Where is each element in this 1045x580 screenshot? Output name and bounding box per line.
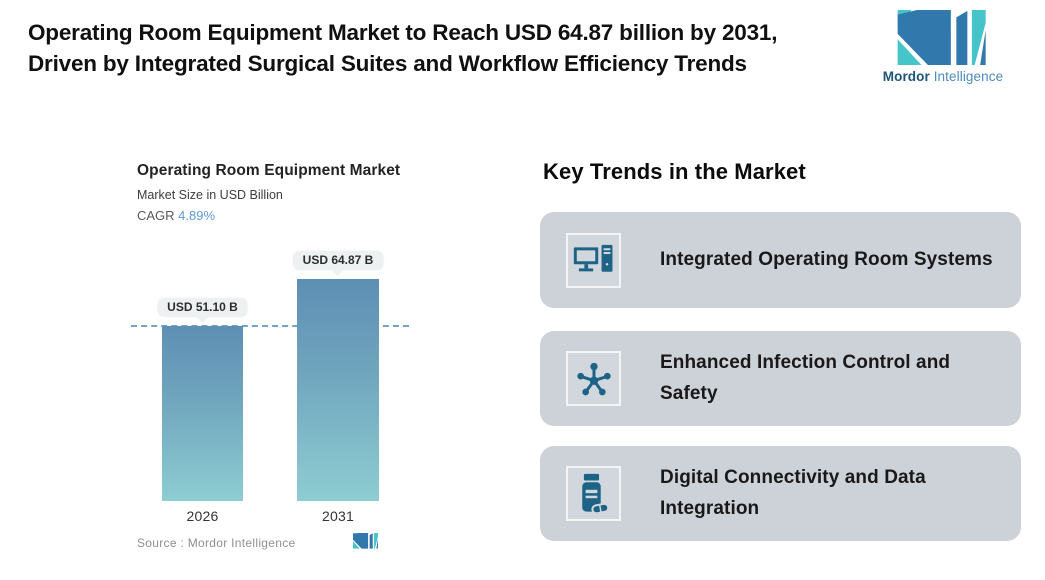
reference-dashline (131, 325, 409, 327)
chart-subtitle: Market Size in USD Billion (137, 188, 283, 202)
trend-icon-box (566, 466, 621, 521)
trend-card-infection-control: Enhanced Infection Control and Safety (540, 331, 1021, 426)
mordor-logo: Mordor Intelligence (868, 10, 1018, 84)
value-label-2026-text: USD 51.10 B (167, 300, 238, 314)
mordor-logo-icon (897, 10, 986, 65)
cagr-label: CAGR (137, 208, 179, 223)
trend-icon-box (566, 351, 621, 406)
tooltip-pointer (196, 317, 209, 323)
page-title: Operating Room Equipment Market to Reach… (28, 20, 778, 76)
value-label-2031-text: USD 64.87 B (302, 253, 374, 267)
trend-card-integrated-or-systems: Integrated Operating Room Systems (540, 212, 1021, 308)
brand-name: Mordor Intelligence (868, 69, 1018, 84)
value-label-2031: USD 64.87 B (292, 251, 384, 276)
trend-label: Integrated Operating Room Systems (660, 248, 993, 270)
chart-title: Operating Room Equipment Market (137, 162, 401, 179)
x-tick-2026: 2026 (186, 508, 219, 524)
cagr-value: 4.89% (178, 208, 216, 223)
bar-2026 (162, 326, 243, 501)
trends-heading: Key Trends in the Market (543, 159, 806, 184)
desktop-computer-icon (573, 244, 612, 272)
bar-2031 (297, 279, 379, 501)
brand-name-bold: Mordor (882, 69, 930, 84)
chart-cagr: CAGR 4.89% (137, 208, 215, 223)
chart-source: Source : Mordor Intelligence (137, 536, 296, 550)
trend-icon-box (566, 232, 621, 288)
trend-label: Enhanced Infection Control and Safety (660, 352, 951, 404)
x-tick-2031: 2031 (322, 508, 354, 524)
mordor-logo-icon-small (353, 533, 378, 549)
brand-name-regular: Intelligence (929, 69, 1004, 84)
molecule-icon (576, 362, 611, 395)
tooltip-pointer (331, 270, 344, 276)
value-label-2026: USD 51.10 B (157, 298, 248, 323)
trend-label: Digital Connectivity and Data Integratio… (660, 467, 926, 519)
medicine-bottle-icon (581, 473, 609, 514)
trend-card-digital-connectivity: Digital Connectivity and Data Integratio… (540, 446, 1021, 541)
